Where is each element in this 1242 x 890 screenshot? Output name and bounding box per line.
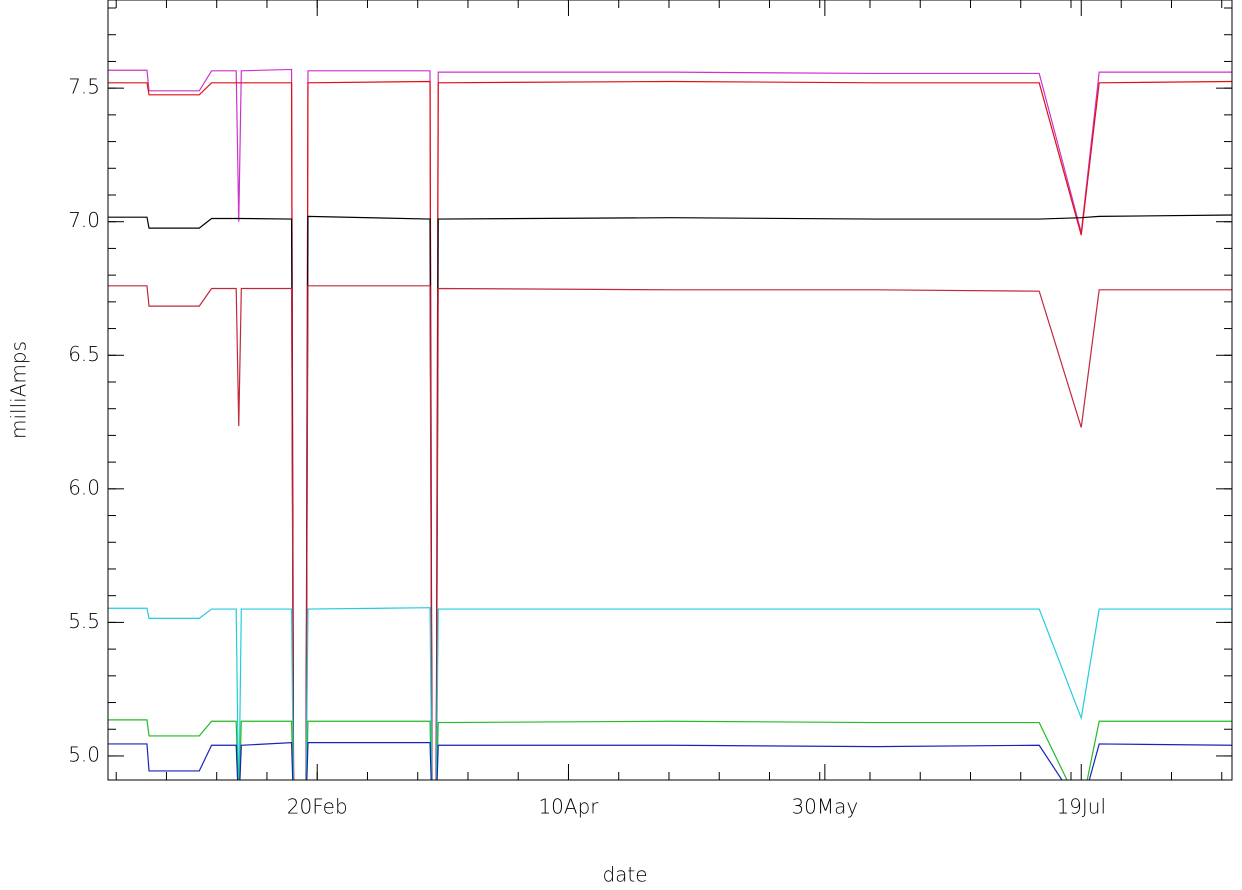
- y-tick-label: 6.5: [68, 342, 100, 366]
- data-line: [108, 68, 1232, 780]
- y-axis-label: milliAmps: [7, 341, 31, 439]
- x-axis-label: date: [602, 863, 647, 887]
- y-tick-label: 5.5: [68, 609, 100, 633]
- x-tick-label: 20Feb: [287, 795, 348, 819]
- y-tick-label: 5.0: [68, 742, 100, 766]
- data-line: [108, 607, 1232, 780]
- y-tick-label: 6.0: [68, 475, 100, 499]
- x-tick-label: 19Jul: [1056, 795, 1106, 819]
- data-line: [108, 285, 1232, 780]
- y-tick-label: 7.5: [68, 75, 100, 99]
- data-line: [108, 80, 1232, 780]
- data-line: [108, 741, 1232, 780]
- plot-frame: [107, 0, 1233, 781]
- data-line: [108, 214, 1232, 780]
- x-tick-label: 10Apr: [538, 795, 599, 819]
- x-tick-label: 30May: [791, 795, 858, 819]
- plot-lines: [108, 68, 1232, 780]
- y-tick-label: 7.0: [68, 208, 100, 232]
